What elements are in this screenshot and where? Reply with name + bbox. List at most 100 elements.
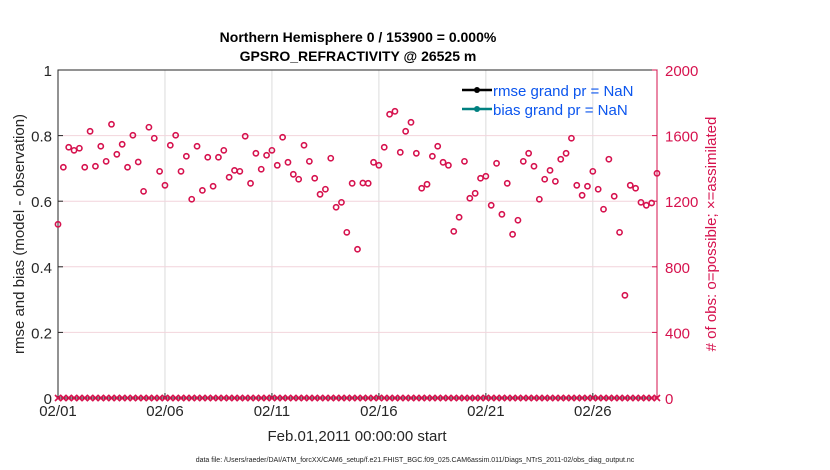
assimilated-obs-point (476, 394, 485, 402)
assimilated-obs-point (268, 394, 276, 402)
assimilated-obs-point (455, 394, 463, 402)
y-left-tick-label: 0.8 (31, 129, 52, 146)
possible-obs-point (578, 191, 586, 199)
assimilated-obs-point (503, 394, 511, 402)
possible-obs-point (364, 179, 372, 187)
possible-obs-point (161, 181, 169, 189)
assimilated-obs-point (230, 394, 239, 402)
possible-obs-point (70, 146, 78, 154)
assimilated-obs-point (375, 394, 383, 402)
y-right-tick-label: 800 (665, 260, 690, 277)
assimilated-obs-point (573, 394, 581, 402)
x-tick-label: 02/26 (574, 403, 612, 420)
possible-obs-point (54, 220, 62, 228)
possible-obs-point (193, 142, 201, 150)
legend: rmse grand pr = NaN bias grand pr = NaN (462, 83, 633, 119)
possible-obs-point (150, 134, 158, 142)
possible-obs-point (177, 167, 185, 175)
assimilated-obs-point (102, 394, 110, 402)
possible-obs-point (273, 161, 281, 169)
possible-obs-point (327, 154, 335, 162)
assimilated-obs-point (129, 394, 137, 402)
possible-obs-point (551, 177, 559, 185)
assimilated-obs-point (391, 394, 399, 402)
possible-obs-point (305, 157, 313, 165)
assimilated-obs-point (65, 394, 73, 402)
assimilated-obs-point (519, 394, 527, 402)
x-tick-label: 02/21 (467, 403, 505, 420)
possible-obs-point (92, 162, 99, 170)
assimilated-obs-point (535, 394, 543, 402)
assimilated-obs-point (583, 394, 592, 402)
assimilated-obs-point (423, 394, 431, 402)
assimilated-obs-point (487, 394, 495, 402)
possible-obs-point (118, 140, 126, 148)
possible-obs-point (220, 146, 228, 154)
assimilated-obs-point (492, 394, 501, 402)
y-right-tick-label: 1200 (665, 194, 698, 211)
assimilated-obs-point (615, 394, 624, 402)
possible-obs-point (124, 163, 131, 171)
possible-obs-point (75, 144, 83, 152)
assimilated-obs-point (439, 394, 447, 402)
possible-obs-point (503, 179, 511, 187)
assimilated-obs-point (578, 394, 586, 402)
assimilated-obs-point (343, 394, 351, 402)
assimilated-obs-point (412, 394, 420, 402)
possible-obs-point (322, 185, 329, 193)
possible-obs-point (86, 127, 94, 135)
assimilated-obs-point (632, 394, 640, 402)
possible-obs-point (81, 163, 89, 171)
assimilated-obs-point (188, 394, 196, 402)
assimilated-obs-point (177, 394, 185, 402)
possible-obs-point (589, 167, 597, 175)
y-right-tick-label: 0 (665, 391, 673, 408)
y-right-tick-label: 1600 (665, 129, 698, 146)
possible-obs-point (509, 230, 516, 238)
assimilated-obs-point (599, 394, 608, 402)
assimilated-obs-point (204, 394, 212, 402)
possible-obs-point (102, 157, 110, 165)
assimilated-obs-point (450, 394, 458, 402)
assimilated-obs-point (498, 394, 506, 402)
possible-obs-point (493, 159, 500, 167)
assimilated-obs-point (300, 394, 308, 402)
possible-obs-point (632, 184, 640, 192)
possible-obs-point (380, 143, 388, 151)
possible-obs-point (594, 185, 602, 193)
assimilated-obs-point (97, 394, 105, 402)
legend-bias-label: bias grand pr = NaN (493, 102, 628, 119)
assimilated-obs-point (557, 394, 565, 402)
assimilated-obs-point (460, 394, 469, 402)
assimilated-obs-point (626, 394, 634, 402)
possible-obs-point (338, 198, 345, 206)
assimilated-obs-point (198, 394, 206, 402)
assimilated-obs-point (514, 394, 522, 402)
assimilated-obs-point (284, 394, 292, 402)
possible-obs-point (477, 174, 484, 182)
possible-obs-point (65, 143, 73, 151)
y-left-tick-label: 0.2 (31, 325, 52, 342)
possible-obs-point (535, 195, 543, 203)
assimilated-obs-point (482, 394, 490, 402)
x-tick-label: 02/06 (146, 403, 184, 420)
assimilated-obs-point (386, 394, 394, 402)
assimilated-obs-point (236, 394, 244, 402)
possible-obs-point (204, 153, 212, 161)
possible-obs-point (530, 162, 538, 170)
possible-obs-point (519, 157, 527, 165)
assimilated-obs-point (407, 394, 415, 402)
possible-obs-point (199, 186, 206, 194)
y-left-tick-label: 0.4 (31, 260, 52, 277)
possible-obs-point (343, 228, 351, 236)
possible-obs-point (546, 166, 554, 174)
assimilated-obs-point (380, 394, 388, 402)
possible-obs-point (182, 152, 190, 160)
possible-obs-point (605, 155, 613, 163)
assimilated-obs-point (140, 394, 148, 402)
marks (54, 107, 661, 402)
assimilated-obs-point (214, 394, 223, 402)
assimilated-obs-point (252, 394, 260, 402)
x-tick-label: 02/01 (39, 403, 77, 420)
